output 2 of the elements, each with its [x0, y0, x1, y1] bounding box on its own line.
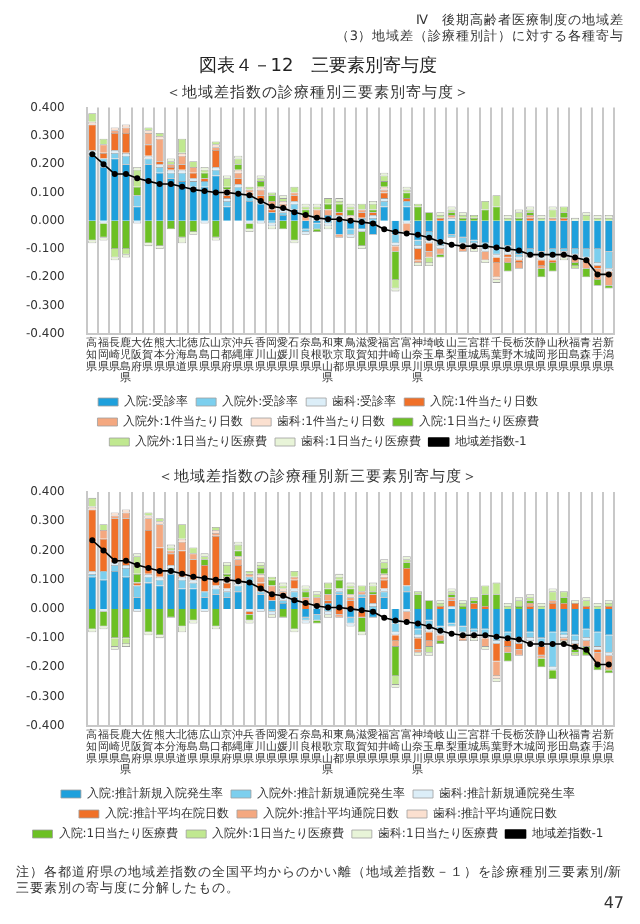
text: 47: [601, 894, 624, 912]
chart-title: 図表４－12 三要素別寄与度: [198, 55, 438, 78]
